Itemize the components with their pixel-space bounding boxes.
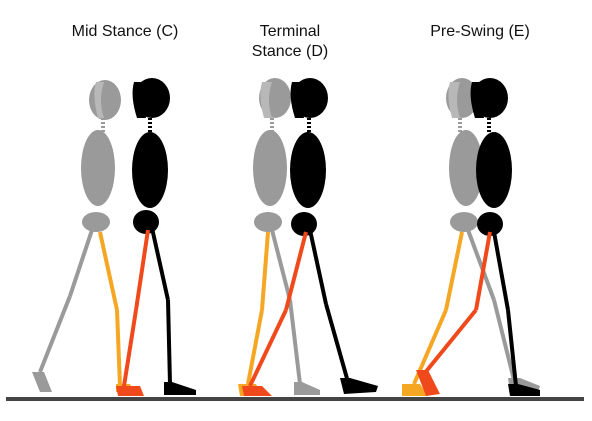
body-figure xyxy=(132,78,196,395)
ghost-figure xyxy=(32,80,121,392)
panel-title-terminal-stance: Terminal Stance (D) xyxy=(251,23,329,60)
active-stance-leg xyxy=(116,229,150,396)
active-stance-leg xyxy=(416,231,492,396)
ghost-figure xyxy=(446,78,540,392)
panel-title-mid-stance: Mid Stance (C) xyxy=(71,23,179,40)
ghost-stance-leg xyxy=(402,231,464,396)
active-stance-leg xyxy=(242,231,308,396)
ghost-stance-leg xyxy=(238,231,270,396)
figure-pre-swing xyxy=(402,78,540,396)
body-figure xyxy=(470,78,540,396)
ghost-stance-leg xyxy=(98,231,134,392)
ghost-figure xyxy=(253,78,320,395)
figure-terminal-stance xyxy=(238,78,378,396)
ground-line xyxy=(6,397,584,401)
figure-mid-stance xyxy=(32,78,196,396)
body-figure xyxy=(290,78,378,394)
panel-title-pre-swing: Pre-Swing (E) xyxy=(430,23,530,40)
